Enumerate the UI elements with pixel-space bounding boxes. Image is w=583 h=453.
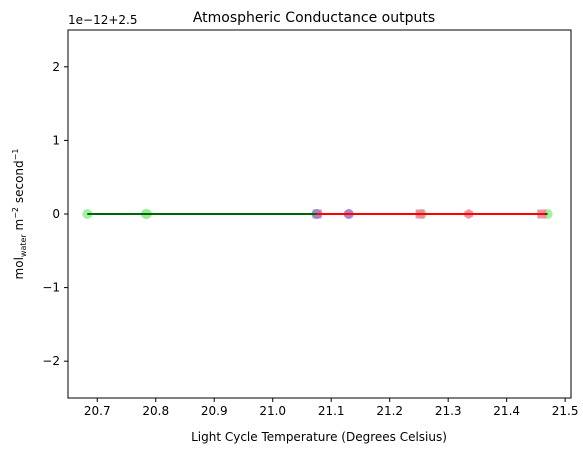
y-offset-text: 1e−12+2.5 bbox=[68, 13, 137, 27]
y-axis-label: molwater m−2 second−1 bbox=[11, 149, 28, 280]
x-tick-label: 21.1 bbox=[318, 404, 345, 418]
y-label-m: m bbox=[12, 219, 26, 235]
y-label-sup2: −1 bbox=[11, 149, 20, 161]
x-tick-label: 21.2 bbox=[376, 404, 403, 418]
x-tick-label: 21.3 bbox=[435, 404, 462, 418]
y-tick-label: −1 bbox=[42, 281, 60, 295]
y-tick-label: 2 bbox=[52, 60, 60, 74]
y-label-mol: mol bbox=[12, 257, 26, 279]
y-tick-label: 0 bbox=[52, 207, 60, 221]
y-axis: −2 −1 0 1 2 bbox=[42, 60, 68, 368]
x-tick-label: 20.9 bbox=[201, 404, 228, 418]
plot-area bbox=[82, 209, 553, 219]
x-tick-label: 21.0 bbox=[259, 404, 286, 418]
x-tick-label: 20.7 bbox=[84, 404, 111, 418]
chart-title: Atmospheric Conductance outputs bbox=[193, 10, 435, 26]
y-tick-label: −2 bbox=[42, 354, 60, 368]
x-tick-label: 21.5 bbox=[552, 404, 579, 418]
y-label-sup1: −2 bbox=[11, 207, 20, 219]
x-tick-label: 21.4 bbox=[493, 404, 520, 418]
y-label-sub: water bbox=[19, 234, 28, 258]
y-tick-label: 1 bbox=[52, 133, 60, 147]
y-label-second: second bbox=[12, 160, 26, 207]
x-axis: 20.7 20.8 20.9 21.0 21.1 21.2 21.3 21.4 21.5 bbox=[84, 398, 579, 418]
x-axis-label: Light Cycle Temperature (Degrees Celsius… bbox=[191, 430, 447, 444]
x-tick-label: 20.8 bbox=[142, 404, 169, 418]
